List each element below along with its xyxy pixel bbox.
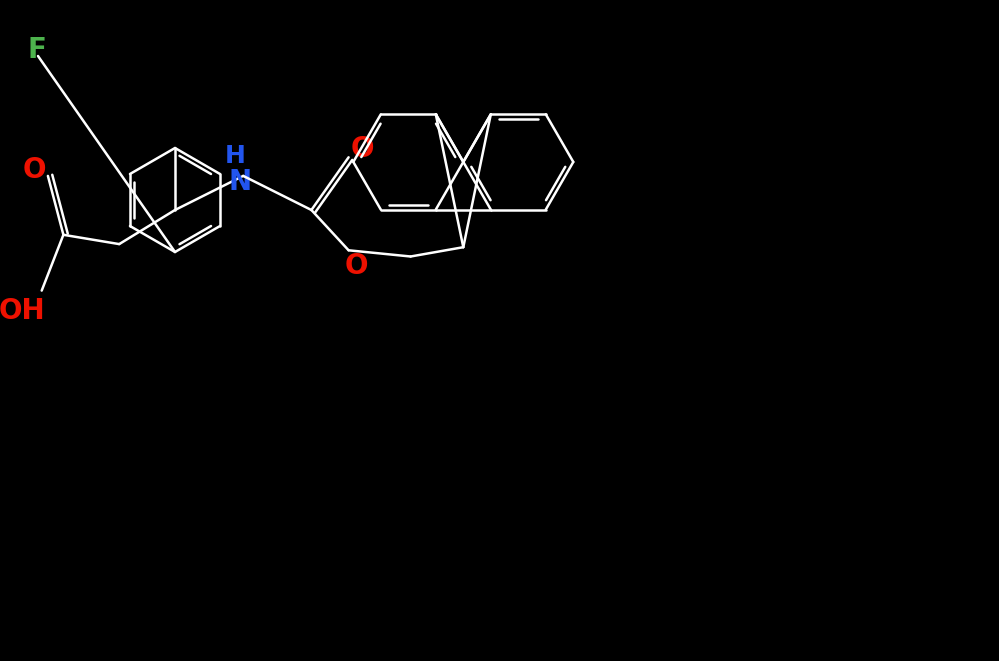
Text: N: N bbox=[229, 168, 252, 196]
Text: O: O bbox=[351, 136, 375, 163]
Text: O: O bbox=[345, 253, 369, 280]
Text: O: O bbox=[22, 156, 46, 184]
Text: F: F bbox=[28, 36, 47, 64]
Text: OH: OH bbox=[0, 297, 45, 325]
Text: H: H bbox=[225, 144, 246, 168]
